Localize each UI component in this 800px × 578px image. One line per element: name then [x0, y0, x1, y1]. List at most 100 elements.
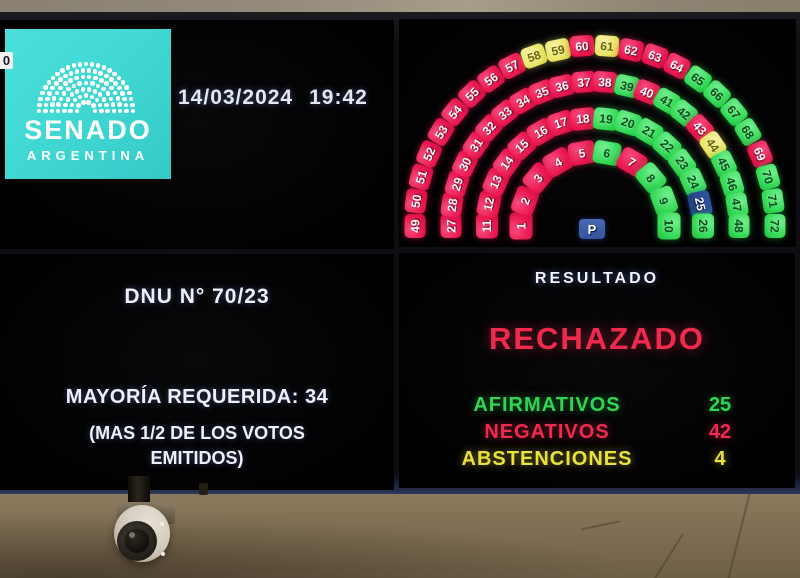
logo-dot [55, 108, 61, 114]
result-row-affirmative: AFIRMATIVOS 25 [399, 394, 795, 421]
logo-dot [86, 87, 92, 92]
logo-dot [94, 97, 100, 103]
logo-title: SENADO [24, 115, 152, 145]
logo-dot [113, 81, 118, 86]
logo-dot [80, 87, 86, 92]
logo-dot [123, 102, 129, 108]
logo-dot [93, 75, 98, 81]
security-camera [110, 476, 194, 576]
seat-50: 50 [404, 188, 429, 215]
logo-dot [86, 100, 92, 105]
logo-dot [130, 102, 135, 108]
logo-dot [66, 86, 71, 92]
hemicycle: 1 2 3 4 5 6 7 8 9 10 11 12 13 14 15 16 17 18 19 20 21 22 23 24 2… [399, 19, 796, 247]
screen-top-right: 1 2 3 4 5 6 7 8 9 10 11 12 13 14 15 16 17 18 19 20 21 22 23 24 2… [399, 19, 796, 247]
logo-dot [116, 75, 122, 81]
logo-dot [117, 108, 123, 114]
seat-10: 10 [657, 212, 680, 240]
logo-dot [108, 85, 114, 91]
seat-59: 59 [543, 37, 572, 63]
logo-dot [92, 108, 98, 114]
logo-dot [89, 81, 95, 87]
logo-dot [68, 70, 74, 76]
abstention-label: ABSTENCIONES [461, 448, 633, 470]
logo-dot [74, 89, 80, 94]
logo-dot [65, 65, 71, 71]
logo-dot [128, 96, 134, 102]
logo-dot [74, 69, 80, 74]
logo-dot [97, 92, 103, 97]
screen-bottom-left: DNU N° 70/23 MAYORÍA REQUERIDA: 34 (MAS … [0, 254, 394, 490]
date-text: 14/03/2024 [178, 86, 294, 109]
logo-dot [90, 103, 96, 108]
logo-dot [105, 108, 110, 114]
logo-dot [124, 85, 129, 90]
logo-dot [122, 96, 127, 102]
logo-subtitle: ARGENTINA [26, 148, 150, 163]
logo-dot [124, 108, 129, 114]
logo-dot [104, 102, 110, 108]
majority-required: MAYORÍA REQUERIDA: 34 [65, 386, 329, 408]
result-row-negative: NEGATIVOS 42 [399, 421, 795, 448]
affirmative-label: AFIRMATIVOS [473, 394, 621, 416]
logo-dot [68, 78, 74, 83]
screen-bottom-right: RESULTADO RECHAZADO AFIRMATIVOS 25 NEGAT… [399, 253, 795, 488]
logo-dot [77, 81, 83, 87]
logo-dot [83, 93, 89, 98]
logo-dot [86, 68, 92, 73]
logo-dot [108, 77, 114, 82]
logo-dot [115, 96, 121, 101]
seat-26: 26 [691, 213, 714, 239]
camera-lens-icon [117, 521, 157, 561]
logo-dot [63, 73, 69, 79]
seat-72: 72 [764, 214, 785, 238]
logo-dot [98, 70, 104, 76]
camera-screw [160, 522, 164, 526]
logo-dot [68, 108, 73, 114]
logo-dot [101, 86, 106, 92]
logo-dot [71, 83, 77, 89]
seat-48: 48 [728, 214, 749, 238]
logo-dot [43, 85, 48, 90]
logo-dot [38, 96, 44, 102]
negative-count: 42 [708, 421, 732, 443]
logo-dot [76, 103, 81, 108]
logo-dot [71, 63, 77, 69]
logo-dot [95, 63, 101, 69]
logo-dot [92, 89, 98, 94]
logo-dot [54, 81, 59, 86]
logo-dot [50, 102, 55, 107]
verdict-text: RECHAZADO [488, 321, 706, 356]
logo-dot [101, 65, 107, 71]
logo-dot [101, 97, 107, 102]
logo-dot [89, 62, 95, 67]
logo-dot [80, 68, 86, 73]
logo-dot [58, 96, 64, 102]
logo-dot [43, 108, 48, 114]
logo-dot [107, 68, 112, 73]
logo-dot [62, 102, 68, 108]
logo-dot [74, 108, 80, 114]
logo-dot [86, 74, 92, 80]
logo-dot [110, 102, 116, 108]
logo-dot [105, 91, 111, 96]
logo-dot [97, 102, 103, 108]
logo-dot [44, 96, 50, 102]
result-rows: AFIRMATIVOS 25 NEGATIVOS 42 ABSTENCIONES… [399, 394, 795, 475]
logo-dot [77, 94, 83, 100]
logo-dot [58, 77, 64, 82]
logo-dot [117, 102, 122, 107]
logo-dot [56, 102, 62, 108]
logo-dot [83, 61, 89, 67]
logo-dot [58, 85, 64, 91]
logo-dot [69, 102, 75, 108]
negative-label: NEGATIVOS [484, 421, 610, 443]
time-text: 19:42 [309, 86, 368, 109]
logo-dot [120, 80, 126, 85]
logo-dot [120, 91, 125, 96]
hemicycle-dots-icon [5, 29, 171, 125]
abstention-count: 4 [714, 448, 726, 470]
datetime-display: 14/03/2024 19:42 [178, 86, 368, 110]
seat-71: 71 [760, 188, 785, 215]
